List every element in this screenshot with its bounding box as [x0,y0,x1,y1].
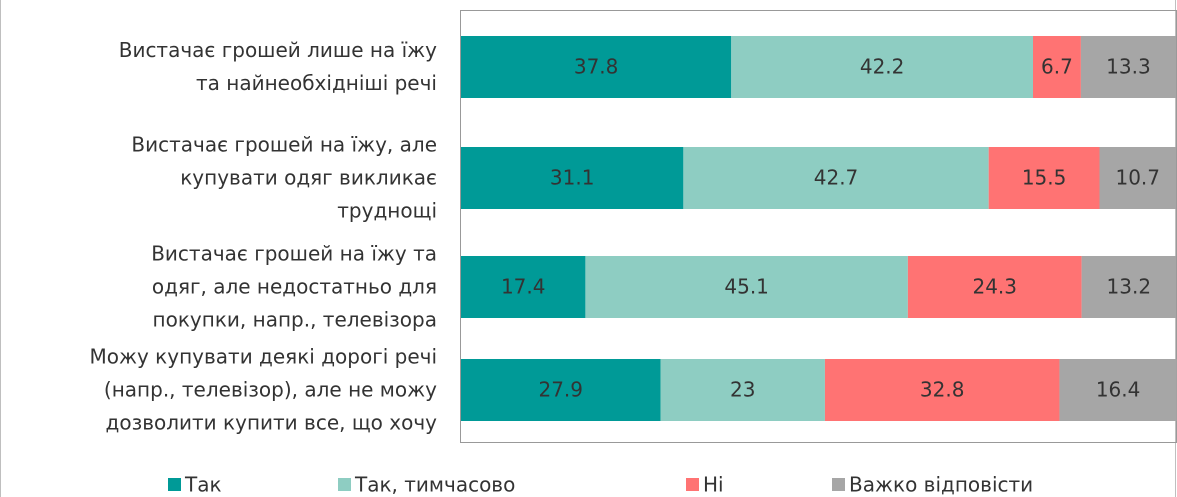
category-label: Можу купувати деякі дорогі речі (напр., … [89,344,437,435]
bar-segment [461,359,661,421]
data-label: 37.8 [574,55,619,79]
bar-segment [461,256,586,318]
data-label: 42.2 [860,55,905,79]
data-label: 13.2 [1107,275,1152,299]
data-label: 17.4 [501,275,546,299]
data-label: 31.1 [550,166,595,190]
legend-label: Важко відповісти [849,473,1033,497]
bar-segment [907,256,1082,318]
data-label: 42.7 [814,166,859,190]
legend-label: Так, тимчасово [354,473,515,497]
bar-segment [1099,147,1176,209]
bar-segment [1080,36,1176,98]
legend-swatch [686,478,699,491]
legend-label: Так [184,473,222,497]
category-label: Вистачає грошей на їжу, але купувати одя… [131,132,437,223]
data-label: 32.8 [920,378,965,402]
data-label: 15.5 [1022,166,1067,190]
bar-segment [585,256,908,318]
data-label: 16.4 [1096,378,1141,402]
data-label: 27.9 [538,378,583,402]
bar-segment [1059,359,1177,421]
bar-segment [731,36,1033,98]
data-label: 6.7 [1041,55,1073,79]
category-label: Вистачає грошей на їжу та одяг, але недо… [151,241,437,332]
category-label: Вистачає грошей лише на їжу та найнеобхі… [118,38,437,95]
bar-segment [824,359,1060,421]
bar-segment [660,359,825,421]
data-label: 24.3 [972,275,1017,299]
bar-segment [1081,256,1176,318]
bar-segment [683,147,989,209]
legend-swatch [168,478,181,491]
data-label: 45.1 [724,275,769,299]
bar-segment [1033,36,1081,98]
bar-segment [988,147,1100,209]
data-label: 23 [730,378,755,402]
legend-swatch [832,478,845,491]
bar-segment [461,36,732,98]
data-label: 13.3 [1106,55,1151,79]
legend-swatch [338,478,351,491]
legend-label: Ні [703,473,724,497]
data-label: 10.7 [1115,166,1160,190]
bar-segment [461,147,684,209]
